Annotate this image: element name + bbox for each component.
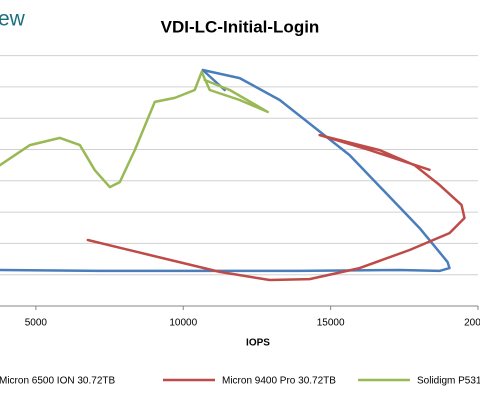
legend-label: Solidigm P5316 30.72TB	[417, 376, 480, 387]
legend-label: Micron 9400 Pro 30.72TB	[222, 376, 336, 387]
chart-title: VDI-LC-Initial-Login	[161, 17, 320, 36]
series-line	[86, 133, 466, 282]
logo: ew	[0, 8, 26, 31]
x-tick-label: 10000	[169, 318, 197, 329]
x-axis-label: IOPS	[246, 338, 270, 349]
x-tick-label: 15000	[317, 318, 345, 329]
series-line	[0, 70, 269, 189]
legend-label: Micron 6500 ION 30.72TB	[0, 376, 115, 387]
series-line	[0, 68, 451, 273]
x-tick-label: 20000	[464, 318, 480, 329]
x-tick-label: 5000	[25, 318, 48, 329]
